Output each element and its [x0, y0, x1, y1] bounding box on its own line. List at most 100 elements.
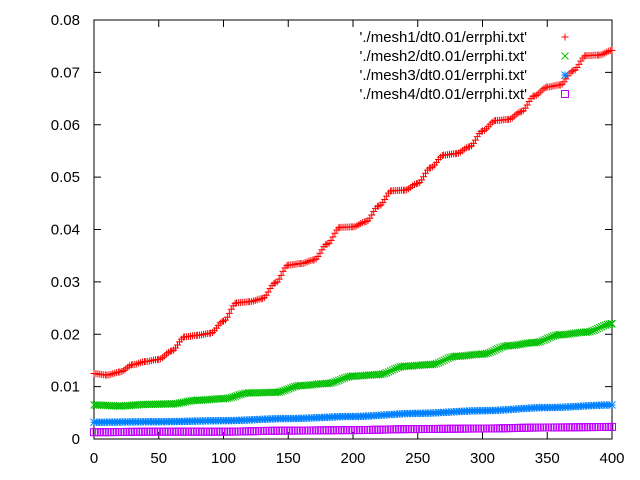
data-point	[240, 427, 249, 436]
data-point	[224, 427, 233, 436]
y-tick-label: 0.04	[51, 222, 80, 239]
data-point	[320, 426, 329, 435]
data-point	[481, 424, 490, 433]
y-tick-label: 0.06	[51, 117, 80, 134]
data-point	[471, 136, 479, 144]
data-point	[316, 249, 324, 257]
data-point	[400, 425, 409, 434]
data-point	[538, 337, 546, 345]
data-point	[380, 369, 389, 378]
data-point	[364, 425, 373, 434]
data-point	[264, 388, 273, 397]
x-tick-label: 300	[470, 450, 495, 467]
data-marks	[90, 46, 616, 437]
data-point	[494, 344, 502, 353]
data-point	[206, 427, 215, 436]
data-point	[227, 305, 235, 313]
data-point	[276, 426, 285, 435]
data-point	[556, 423, 565, 432]
x-tick-label: 50	[150, 450, 167, 467]
data-point	[338, 426, 347, 435]
data-point	[231, 299, 239, 307]
data-point	[237, 427, 246, 436]
data-point	[108, 428, 117, 437]
data-point	[271, 426, 280, 435]
data-point	[484, 349, 493, 357]
data-point	[172, 427, 181, 436]
data-point	[575, 60, 583, 68]
data-point	[155, 355, 163, 363]
data-point	[483, 424, 492, 433]
data-point	[247, 389, 256, 397]
data-point	[203, 427, 212, 436]
data-point	[356, 426, 365, 435]
legend-marker	[561, 71, 569, 79]
data-point	[525, 423, 534, 432]
data-point	[462, 424, 471, 433]
data-point	[329, 233, 337, 241]
data-point	[592, 423, 601, 432]
data-point	[223, 313, 231, 321]
data-point	[535, 423, 544, 432]
data-point	[591, 325, 600, 334]
data-point	[281, 386, 289, 395]
data-point	[330, 426, 339, 435]
data-point	[135, 359, 143, 367]
data-point	[434, 424, 443, 433]
data-point	[343, 426, 352, 435]
data-point	[577, 57, 585, 65]
data-point	[193, 427, 202, 436]
data-point	[120, 366, 128, 374]
data-point	[431, 424, 440, 433]
data-point	[196, 427, 205, 436]
data-point	[556, 81, 564, 89]
data-point	[100, 428, 109, 437]
data-point	[263, 426, 272, 435]
data-point	[359, 426, 368, 435]
legend-marker	[561, 52, 569, 60]
data-point	[426, 424, 435, 433]
series-3	[90, 401, 616, 427]
data-point	[608, 401, 616, 409]
data-point	[390, 425, 399, 434]
data-point	[325, 426, 334, 435]
x-tick-label: 150	[276, 450, 301, 467]
data-point	[588, 327, 596, 335]
data-point	[437, 424, 446, 433]
series-4	[90, 422, 616, 437]
data-point	[553, 423, 562, 432]
data-point	[128, 427, 137, 436]
data-point	[332, 377, 341, 386]
x-tick-label: 400	[599, 450, 624, 467]
data-point	[420, 173, 428, 181]
data-point	[279, 267, 287, 275]
series-1	[90, 46, 616, 379]
data-point	[597, 322, 606, 331]
x-tick-label: 0	[90, 450, 98, 467]
data-point	[490, 346, 499, 355]
data-point	[465, 424, 474, 433]
data-point	[548, 423, 557, 432]
data-point	[608, 46, 616, 54]
data-point	[299, 426, 308, 435]
data-point	[341, 426, 350, 435]
data-point	[395, 425, 404, 434]
data-point	[499, 424, 508, 433]
y-tick-label: 0.02	[51, 326, 80, 343]
data-point	[491, 424, 500, 433]
data-point	[595, 323, 604, 332]
data-point	[264, 288, 272, 296]
x-tick-label: 100	[211, 450, 236, 467]
data-point	[532, 423, 541, 432]
data-point	[538, 423, 547, 432]
data-point	[317, 426, 326, 435]
data-point	[333, 426, 342, 435]
data-point	[334, 376, 343, 385]
data-point	[517, 423, 526, 432]
data-point	[421, 425, 430, 434]
data-point	[530, 423, 539, 432]
data-point	[310, 256, 318, 264]
data-point	[191, 427, 200, 436]
data-point	[582, 423, 591, 432]
legend-label: './mesh3/dt0.01/errphi.txt'	[360, 67, 528, 84]
